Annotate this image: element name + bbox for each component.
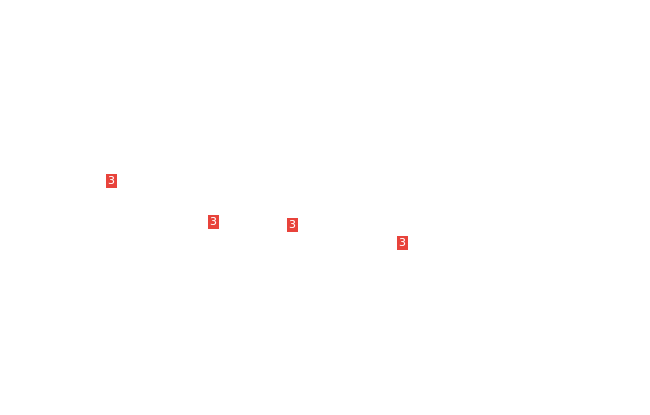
cluster-marker[interactable]: 3	[208, 215, 219, 229]
cluster-marker[interactable]: 3	[397, 236, 408, 250]
cluster-marker[interactable]: 3	[106, 174, 117, 188]
cluster-marker[interactable]: 3	[287, 218, 298, 232]
